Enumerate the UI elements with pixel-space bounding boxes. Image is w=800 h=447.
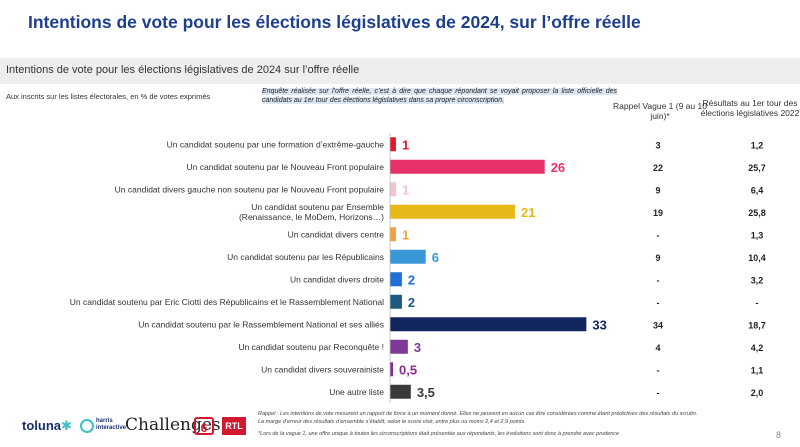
rappel-value: 19 xyxy=(653,208,663,218)
resultats-value: 1,1 xyxy=(751,365,764,375)
value-label: 1 xyxy=(402,182,409,197)
bar xyxy=(390,317,587,332)
bar xyxy=(390,272,402,287)
category-label: Un candidat soutenu par les Républicains xyxy=(227,252,384,262)
bar xyxy=(390,294,402,309)
value-label: 0,5 xyxy=(399,362,417,377)
resultats-value: 10,4 xyxy=(748,253,766,263)
resultats-value: - xyxy=(756,298,759,308)
footnote-wave: *Lors de la vague 1, une offre unique à … xyxy=(258,431,620,437)
bar xyxy=(390,339,408,354)
category-label: Un candidat soutenu par Ensemble (Renaiss… xyxy=(239,202,384,222)
rappel-value: 4 xyxy=(655,343,660,353)
rtl-logo: RTL xyxy=(222,417,246,435)
challenges-logo: Challenges xyxy=(125,415,221,435)
value-label: 2 xyxy=(408,295,415,310)
category-label: Un candidat soutenu par Reconquête ! xyxy=(238,342,384,352)
bar xyxy=(390,362,393,377)
subtitle-band: Intentions de vote pour les élections lé… xyxy=(0,58,800,84)
resultats-value: 25,8 xyxy=(748,208,766,218)
rappel-value: - xyxy=(657,230,660,240)
rappel-value: - xyxy=(657,275,660,285)
page-title: Intentions de vote pour les élections lé… xyxy=(28,12,641,32)
harris-ring-icon xyxy=(80,419,94,433)
m6-logo: 6 xyxy=(194,417,214,435)
rappel-value: 34 xyxy=(653,320,663,330)
page-number: 8 xyxy=(776,430,782,440)
rappel-value: - xyxy=(657,388,660,398)
value-label: 6 xyxy=(432,250,439,265)
resultats-value: 3,2 xyxy=(751,275,764,285)
bar xyxy=(390,159,545,174)
category-label: Un candidat soutenu par le Rassemblement… xyxy=(138,319,384,329)
unit-note: Aux inscrits sur les listes électorales,… xyxy=(6,92,211,101)
rappel-value: - xyxy=(657,365,660,375)
rappel-value: 9 xyxy=(655,253,660,263)
category-label: Un candidat divers droite xyxy=(290,274,384,284)
category-label: Un candidat divers souverainiste xyxy=(261,364,384,374)
category-label: Un candidat soutenu par Eric Ciotti des … xyxy=(70,297,384,307)
bar xyxy=(390,227,396,242)
value-label: 1 xyxy=(402,227,409,242)
resultats-value: 25,7 xyxy=(748,163,766,173)
bar xyxy=(390,137,396,152)
category-label: Une autre liste xyxy=(329,387,384,397)
value-label: 21 xyxy=(521,205,535,220)
resultats-column-header: Résultats au 1er tour des élections légi… xyxy=(700,98,800,118)
value-label: 26 xyxy=(551,160,565,175)
rappel-value: - xyxy=(657,298,660,308)
resultats-value: 4,2 xyxy=(751,343,764,353)
value-label: 2 xyxy=(408,272,415,287)
category-label: Un candidat divers gauche non soutenu pa… xyxy=(115,184,385,194)
method-note: Enquête réalisée sur l’offre réelle, c’e… xyxy=(262,88,617,105)
bar xyxy=(390,204,515,219)
rappel-value: 9 xyxy=(655,185,660,195)
resultats-value: 1,3 xyxy=(751,230,764,240)
harris-logo-text: harris interactive xyxy=(96,418,127,431)
bar xyxy=(390,249,426,264)
footnote-rappel: Rappel : Les intentions de vote mesurent… xyxy=(258,411,698,417)
bar xyxy=(390,384,411,399)
resultats-value: 1,2 xyxy=(751,140,764,150)
category-label: Un candidat soutenu par le Nouveau Front… xyxy=(186,162,384,172)
rappel-value: 22 xyxy=(653,163,663,173)
band-subtitle: Intentions de vote pour les élections lé… xyxy=(6,64,360,76)
resultats-value: 6,4 xyxy=(751,185,764,195)
category-label: Un candidat divers centre xyxy=(288,229,385,239)
footnote-margin: La marge d’erreur des résultats d’ensemb… xyxy=(258,419,526,425)
value-label: 3,5 xyxy=(417,385,435,400)
resultats-value: 2,0 xyxy=(751,388,764,398)
value-label: 33 xyxy=(592,317,606,332)
toluna-logo: toluna✱ xyxy=(22,418,72,433)
rappel-value: 3 xyxy=(655,140,660,150)
bar xyxy=(390,182,396,197)
category-label: Un candidat soutenu par une formation d’… xyxy=(167,139,385,149)
harris-logo: harris interactive xyxy=(80,417,126,435)
resultats-value: 18,7 xyxy=(748,320,766,330)
value-label: 3 xyxy=(414,340,421,355)
value-label: 1 xyxy=(402,137,409,152)
rappel-column-header: Rappel Vague 1 (9 au 10 juin)* xyxy=(613,101,707,121)
